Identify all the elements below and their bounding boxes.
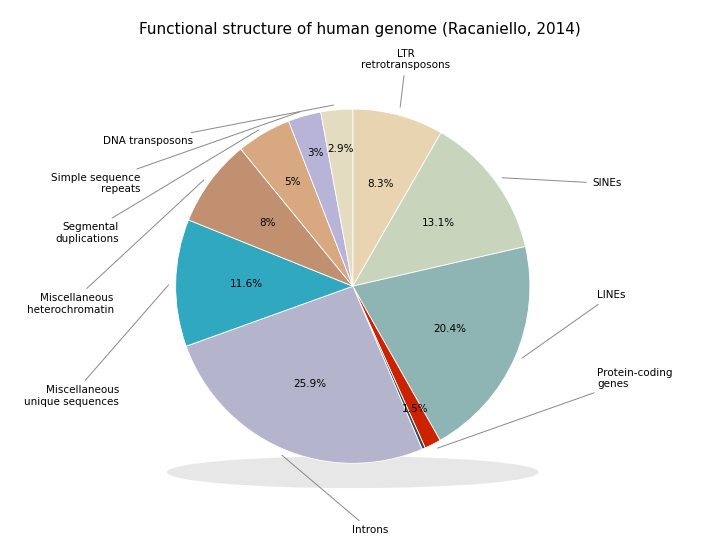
Text: SINEs: SINEs: [502, 178, 621, 188]
Wedge shape: [353, 286, 426, 449]
Wedge shape: [240, 121, 353, 286]
Text: Introns: Introns: [282, 455, 389, 535]
Text: DNA transposons: DNA transposons: [103, 105, 333, 146]
Text: 3%: 3%: [307, 148, 323, 158]
Text: 2.9%: 2.9%: [327, 144, 354, 153]
Text: 20.4%: 20.4%: [433, 324, 467, 334]
Text: LTR
retrotransposons: LTR retrotransposons: [361, 49, 451, 107]
Text: Miscellaneous
heterochromatin: Miscellaneous heterochromatin: [27, 180, 204, 315]
Wedge shape: [353, 246, 530, 440]
Ellipse shape: [167, 456, 539, 488]
Text: Functional structure of human genome (Racaniello, 2014): Functional structure of human genome (Ra…: [139, 22, 581, 37]
Text: 5%: 5%: [284, 177, 300, 187]
Text: 11.6%: 11.6%: [230, 279, 263, 289]
Text: 1.5%: 1.5%: [402, 404, 428, 415]
Text: LINEs: LINEs: [522, 290, 626, 358]
Wedge shape: [353, 133, 526, 286]
Wedge shape: [289, 112, 353, 286]
Text: 13.1%: 13.1%: [422, 218, 455, 228]
Text: Miscellaneous
unique sequences: Miscellaneous unique sequences: [24, 285, 168, 407]
Wedge shape: [353, 286, 440, 448]
Text: Protein-coding
genes: Protein-coding genes: [438, 368, 672, 448]
Wedge shape: [176, 220, 353, 346]
Text: 8%: 8%: [259, 218, 276, 228]
Wedge shape: [189, 149, 353, 286]
Wedge shape: [353, 109, 441, 286]
Text: Simple sequence
repeats: Simple sequence repeats: [51, 112, 300, 194]
Text: 25.9%: 25.9%: [294, 379, 327, 389]
Text: 8.3%: 8.3%: [367, 179, 393, 188]
Wedge shape: [320, 109, 353, 286]
Wedge shape: [186, 286, 422, 463]
Text: Segmental
duplications: Segmental duplications: [55, 130, 258, 244]
